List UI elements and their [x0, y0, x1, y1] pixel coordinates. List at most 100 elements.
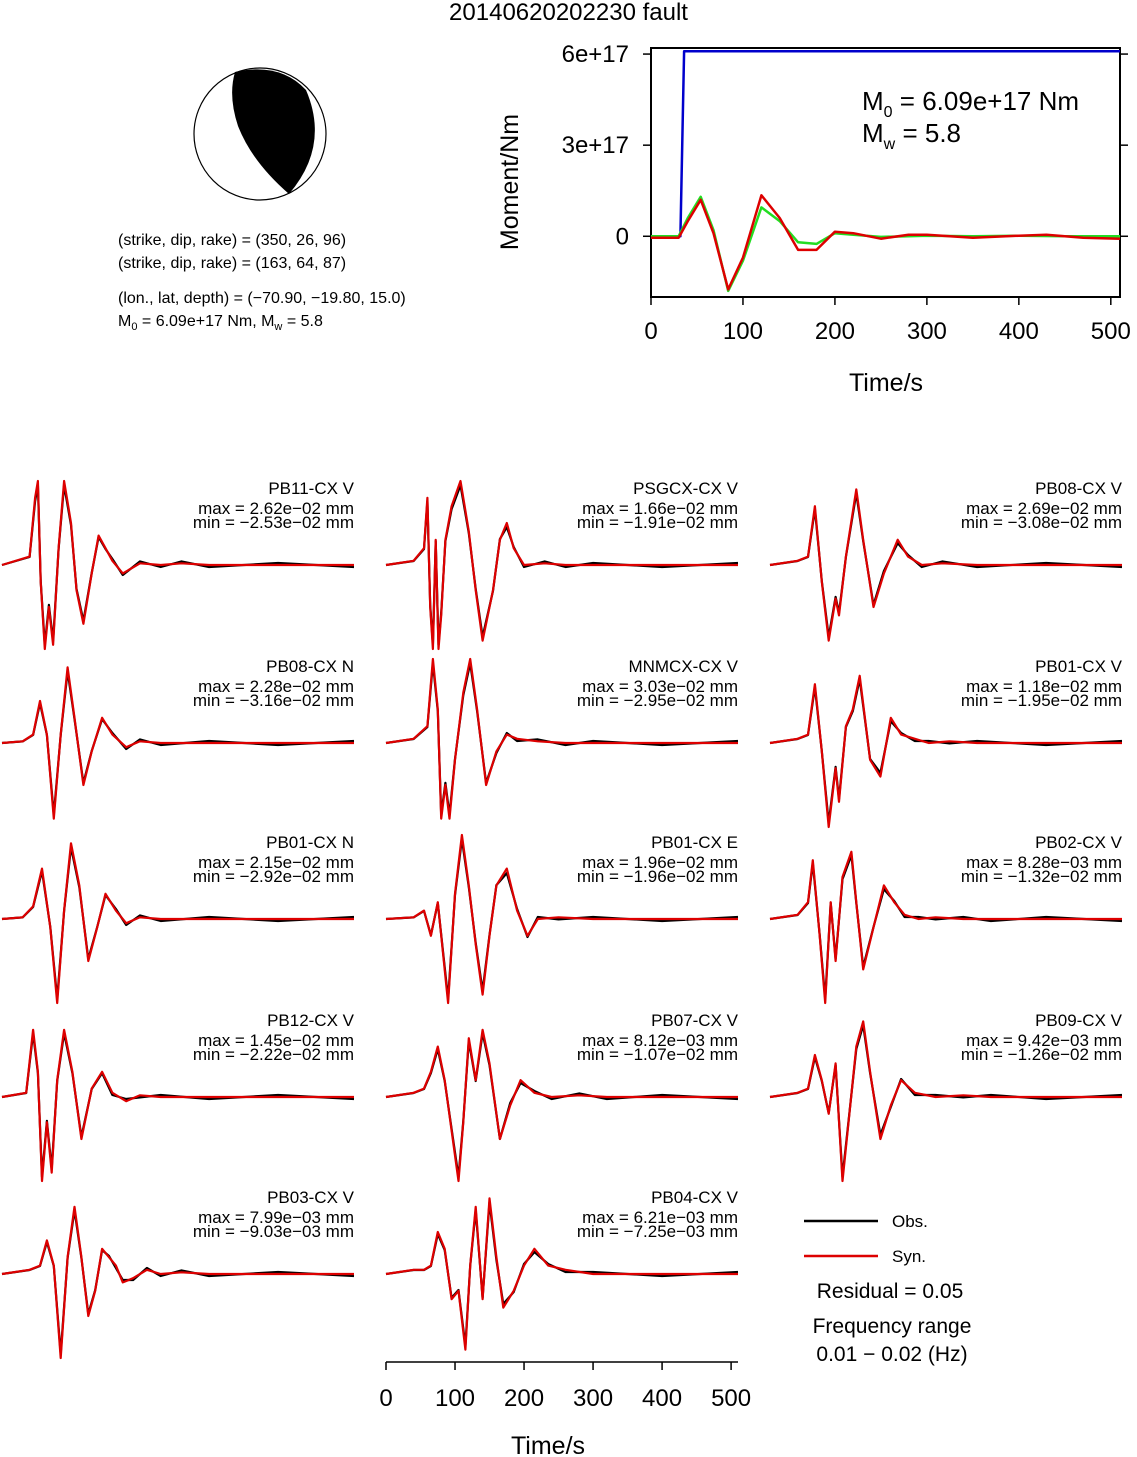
time-axis-label: Time/s — [511, 1432, 585, 1457]
station-max: max = 2.62e−02 mm — [198, 499, 354, 518]
moment-series-2 — [651, 194, 1121, 291]
station-name: PB01-CX N — [266, 833, 354, 852]
synthetic-trace — [385, 833, 738, 1005]
station-max: max = 1.45e−02 mm — [198, 1031, 354, 1050]
synthetic-trace — [1, 1205, 354, 1360]
synthetic-trace — [385, 1197, 738, 1351]
legend: Obs. Syn. Residual = 0.05 Frequency rang… — [804, 1212, 971, 1366]
time-axis-tick-label: 300 — [573, 1385, 613, 1412]
legend-obs-label: Obs. — [892, 1212, 928, 1231]
moment-mw-value: = 5.8 — [895, 118, 961, 148]
station-min: min = −1.26e−02 mm — [961, 1045, 1122, 1064]
moment-m0-m: M — [862, 86, 884, 116]
station-name: PB03-CX V — [267, 1188, 355, 1207]
moment-x-tick-label: 500 — [1091, 318, 1131, 345]
station-max: max = 8.28e−03 mm — [966, 853, 1122, 872]
station-name: PB04-CX V — [651, 1188, 739, 1207]
m0-sub: 0 — [131, 321, 138, 334]
synthetic-trace — [1, 1028, 354, 1183]
station-min: min = −2.53e−02 mm — [193, 513, 354, 532]
station-max: max = 2.69e−02 mm — [966, 499, 1122, 518]
station-max: max = 2.15e−02 mm — [198, 853, 354, 872]
beachball-icon — [193, 67, 327, 201]
synthetic-trace — [769, 674, 1122, 829]
station-max: max = 1.66e−02 mm — [582, 499, 738, 518]
synthetic-trace — [1, 842, 354, 1005]
moment-y-tick-label: 0 — [616, 223, 629, 250]
synthetic-trace — [769, 1020, 1122, 1183]
moment-xlabel: Time/s — [849, 369, 923, 397]
station-name: MNMCX-CX V — [628, 657, 738, 676]
station-max: max = 2.28e−02 mm — [198, 677, 354, 696]
hypocenter-info: (lon., lat, depth) = (−70.90, −19.80, 15… — [118, 290, 406, 307]
station-name: PB01-CX E — [651, 833, 738, 852]
moment-mw-sub: w — [883, 136, 896, 153]
station-min: min = −2.92e−02 mm — [193, 867, 354, 886]
time-axis-tick-label: 100 — [435, 1385, 475, 1412]
station-min: min = −2.22e−02 mm — [193, 1045, 354, 1064]
synthetic-trace — [1, 479, 354, 651]
legend-syn-label: Syn. — [892, 1247, 926, 1266]
station-max: max = 9.42e−03 mm — [966, 1031, 1122, 1050]
moment-y-tick-label: 3e+17 — [562, 132, 629, 159]
station-min: min = −1.32e−02 mm — [961, 867, 1122, 886]
residual-label: Residual = 0.05 — [817, 1280, 964, 1303]
station-name: PB08-CX V — [1035, 479, 1123, 498]
station-min: min = −1.07e−02 mm — [577, 1045, 738, 1064]
time-axis-tick-label: 0 — [379, 1385, 392, 1412]
moment-m0-label: M0 = 6.09e+17 Nm — [862, 86, 1079, 121]
m0-prefix: M — [118, 313, 132, 330]
synthetic-trace — [1, 666, 354, 820]
station-min: min = −9.03e−03 mm — [193, 1222, 354, 1241]
station-max: max = 7.99e−03 mm — [198, 1208, 354, 1227]
page-title: 20140620202230 fault — [449, 0, 688, 26]
moment-chart: 0 100 200 300 400 500 0 3e+17 6e+17 Moment/Nm Ti… — [496, 41, 1131, 397]
frequency-range-value: 0.01 − 0.02 (Hz) — [816, 1343, 967, 1366]
moment-x-tick-label: 100 — [723, 318, 763, 345]
moment-series-1 — [651, 195, 1120, 293]
mw-sub: w — [274, 321, 283, 334]
moment-x-tick-label: 400 — [999, 318, 1039, 345]
synthetic-trace — [385, 657, 738, 820]
synthetic-trace — [769, 850, 1122, 1005]
station-min: min = −3.16e−02 mm — [193, 691, 354, 710]
moment-ylabel: Moment/Nm — [496, 114, 524, 250]
nodal-plane-2: (strike, dip, rake) = (163, 64, 87) — [118, 255, 347, 272]
synthetic-trace — [385, 1028, 738, 1183]
station-max: max = 3.03e−02 mm — [582, 677, 738, 696]
station-name: PSGCX-CX V — [633, 479, 739, 498]
time-axis-tick-label: 400 — [642, 1385, 682, 1412]
station-max: max = 1.18e−02 mm — [966, 677, 1122, 696]
station-name: PB11-CX V — [268, 479, 354, 498]
m0-rest: = 6.09e+17 Nm, M — [137, 313, 275, 330]
time-axis-tick-label: 500 — [711, 1385, 751, 1412]
station-name: PB12-CX V — [267, 1011, 355, 1030]
moment-x-tick-label: 300 — [907, 318, 947, 345]
station-max: max = 1.96e−02 mm — [582, 853, 738, 872]
moment-mw-m: M — [862, 118, 884, 148]
moment-chart-frame — [650, 47, 1121, 298]
station-name: PB02-CX V — [1035, 833, 1123, 852]
moment-m0-sub: 0 — [884, 104, 893, 121]
station-min: min = −3.08e−02 mm — [961, 513, 1122, 532]
moment-x-tick-label: 0 — [644, 318, 657, 345]
moment-x-tick-label: 200 — [815, 318, 855, 345]
mw-rest: = 5.8 — [282, 313, 323, 330]
station-min: min = −1.95e−02 mm — [961, 691, 1122, 710]
station-name: PB08-CX N — [266, 657, 354, 676]
station-name: PB01-CX V — [1035, 657, 1123, 676]
station-name: PB09-CX V — [1035, 1011, 1123, 1030]
